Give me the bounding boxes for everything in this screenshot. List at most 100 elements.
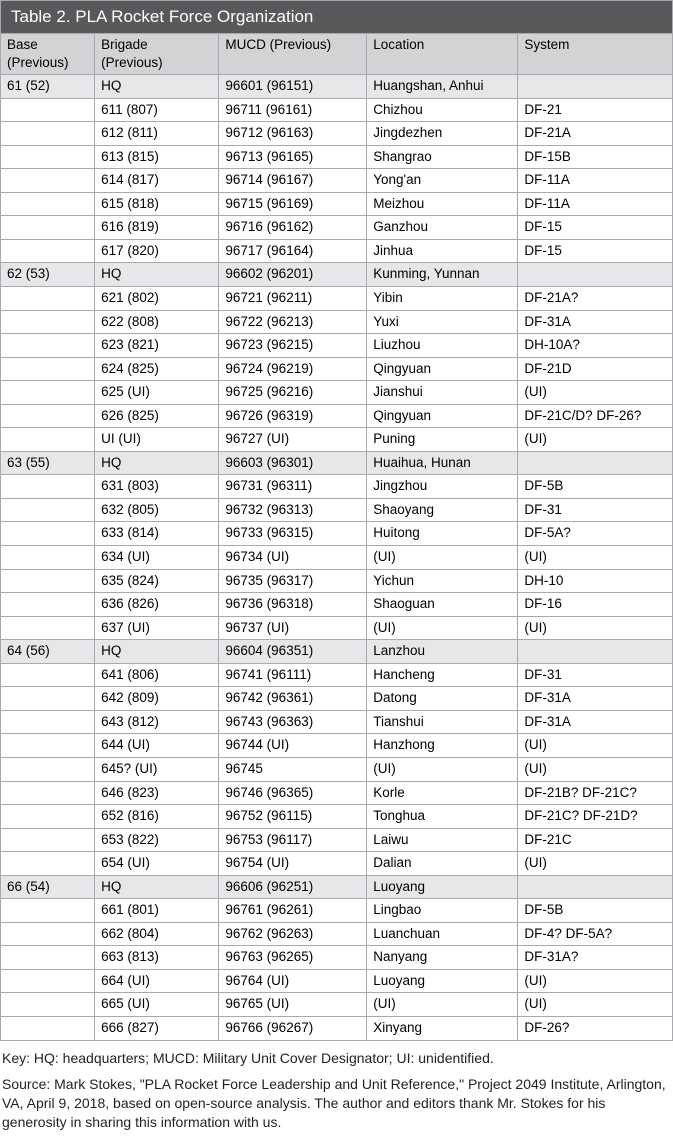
table-container: Table 2. PLA Rocket Force Organization B…	[0, 0, 673, 1144]
table-cell: DF-5B	[518, 899, 673, 923]
table-row: 637 (UI)96737 (UI)(UI)(UI)	[1, 616, 673, 640]
table-cell: Jianshui	[367, 381, 518, 405]
table-cell: DF-21D	[518, 357, 673, 381]
table-cell: (UI)	[367, 757, 518, 781]
table-cell: 613 (815)	[95, 145, 219, 169]
table-cell: 61 (52)	[1, 75, 95, 99]
table-cell: DF-21B? DF-21C?	[518, 781, 673, 805]
table-row: 66 (54)HQ96606 (96251)Luoyang	[1, 875, 673, 899]
table-cell: Yichun	[367, 569, 518, 593]
table-row: 613 (815)96713 (96165)ShangraoDF-15B	[1, 145, 673, 169]
table-cell	[518, 451, 673, 475]
table-cell: 617 (820)	[95, 239, 219, 263]
table-cell: Hanzhong	[367, 734, 518, 758]
table-cell: 632 (805)	[95, 498, 219, 522]
table-cell: Nanyang	[367, 946, 518, 970]
table-cell	[1, 1016, 95, 1040]
table-cell: 96604 (96351)	[219, 640, 367, 664]
table-cell: Qingyuan	[367, 404, 518, 428]
table-cell: HQ	[95, 263, 219, 287]
table-cell	[1, 404, 95, 428]
table-row: 625 (UI)96725 (96216)Jianshui(UI)	[1, 381, 673, 405]
table-cell: 96741 (96111)	[219, 663, 367, 687]
table-cell	[518, 875, 673, 899]
table-row: 635 (824)96735 (96317)YichunDH-10	[1, 569, 673, 593]
table-cell: 96601 (96151)	[219, 75, 367, 99]
table-cell	[1, 922, 95, 946]
table-cell: Korle	[367, 781, 518, 805]
table-row: 652 (816)96752 (96115)TonghuaDF-21C? DF-…	[1, 805, 673, 829]
table-row: 623 (821)96723 (96215)LiuzhouDH-10A?	[1, 334, 673, 358]
table-cell: Tianshui	[367, 710, 518, 734]
table-cell	[1, 899, 95, 923]
table-row: 644 (UI)96744 (UI)Hanzhong(UI)	[1, 734, 673, 758]
table-cell: 662 (804)	[95, 922, 219, 946]
table-cell	[1, 334, 95, 358]
table-cell: DF-31A	[518, 687, 673, 711]
table-cell: Luoyang	[367, 969, 518, 993]
table-cell: (UI)	[518, 734, 673, 758]
table-cell	[1, 122, 95, 146]
table-body: 61 (52)HQ96601 (96151)Huangshan, Anhui61…	[1, 75, 673, 1040]
table-cell: 96716 (96162)	[219, 216, 367, 240]
table-cell: (UI)	[518, 381, 673, 405]
table-row: 631 (803)96731 (96311)JingzhouDF-5B	[1, 475, 673, 499]
table-cell: Luanchuan	[367, 922, 518, 946]
table-cell: 636 (826)	[95, 593, 219, 617]
table-cell: Puning	[367, 428, 518, 452]
table-cell: 96603 (96301)	[219, 451, 367, 475]
table-cell	[518, 263, 673, 287]
table-cell	[518, 75, 673, 99]
table-cell: 624 (825)	[95, 357, 219, 381]
table-cell: (UI)	[367, 993, 518, 1017]
table-cell: 642 (809)	[95, 687, 219, 711]
table-cell: DF-21C? DF-21D?	[518, 805, 673, 829]
table-cell	[1, 216, 95, 240]
table-cell: Meizhou	[367, 192, 518, 216]
table-cell: 96602 (96201)	[219, 263, 367, 287]
table-cell: 637 (UI)	[95, 616, 219, 640]
table-cell: 96727 (UI)	[219, 428, 367, 452]
table-cell: 96762 (96263)	[219, 922, 367, 946]
table-cell: 633 (814)	[95, 522, 219, 546]
table-row: 611 (807)96711 (96161)ChizhouDF-21	[1, 98, 673, 122]
table-cell: Xinyang	[367, 1016, 518, 1040]
table-cell	[1, 993, 95, 1017]
table-cell: 666 (827)	[95, 1016, 219, 1040]
col-header-base: Base (Previous)	[1, 34, 95, 75]
table-cell: 96743 (96363)	[219, 710, 367, 734]
table-cell: 96737 (UI)	[219, 616, 367, 640]
table-cell: 96715 (96169)	[219, 192, 367, 216]
table-row: 642 (809)96742 (96361)DatongDF-31A	[1, 687, 673, 711]
table-cell: Yibin	[367, 287, 518, 311]
table-cell: 96734 (UI)	[219, 546, 367, 570]
table-cell	[1, 475, 95, 499]
table-cell: HQ	[95, 75, 219, 99]
table-cell	[1, 569, 95, 593]
table-cell	[1, 357, 95, 381]
table-cell	[1, 710, 95, 734]
table-row: 663 (813)96763 (96265)NanyangDF-31A?	[1, 946, 673, 970]
table-row: 62 (53)HQ96602 (96201)Kunming, Yunnan	[1, 263, 673, 287]
table-cell	[1, 734, 95, 758]
table-row: 641 (806)96741 (96111)HanchengDF-31	[1, 663, 673, 687]
table-cell	[518, 640, 673, 664]
table-cell: Shaoyang	[367, 498, 518, 522]
table-cell: 663 (813)	[95, 946, 219, 970]
table-cell: 96745	[219, 757, 367, 781]
table-cell: (UI)	[518, 969, 673, 993]
table-cell: 622 (808)	[95, 310, 219, 334]
col-header-brigade: Brigade (Previous)	[95, 34, 219, 75]
col-header-location: Location	[367, 34, 518, 75]
table-cell: 96723 (96215)	[219, 334, 367, 358]
table-cell: 96733 (96315)	[219, 522, 367, 546]
table-cell: 96742 (96361)	[219, 687, 367, 711]
table-row: 664 (UI)96764 (UI)Luoyang(UI)	[1, 969, 673, 993]
table-cell: Tonghua	[367, 805, 518, 829]
table-cell: Hancheng	[367, 663, 518, 687]
table-row: 636 (826)96736 (96318)ShaoguanDF-16	[1, 593, 673, 617]
table-row: 616 (819)96716 (96162)GanzhouDF-15	[1, 216, 673, 240]
table-cell	[1, 145, 95, 169]
table-cell: 96714 (96167)	[219, 169, 367, 193]
table-cell: (UI)	[518, 428, 673, 452]
